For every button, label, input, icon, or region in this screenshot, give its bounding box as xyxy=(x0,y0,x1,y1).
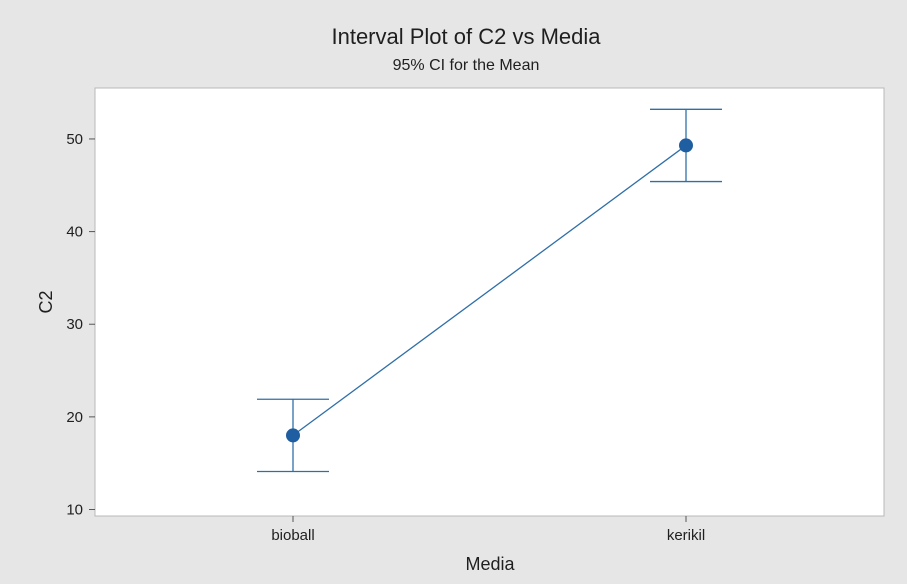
y-tick-label: 30 xyxy=(66,316,83,333)
chart-subtitle: 95% CI for the Mean xyxy=(393,57,540,74)
axes-layer: 10 20 30 40 50 bioball kerikil xyxy=(66,131,705,544)
y-tick-label: 40 xyxy=(66,224,83,241)
mean-point xyxy=(286,428,300,443)
x-tick-label: bioball xyxy=(271,527,314,544)
x-axis-label: Media xyxy=(465,554,515,574)
plot-area xyxy=(94,87,885,517)
mean-connect-line xyxy=(292,144,687,436)
mean-point xyxy=(679,138,693,153)
chart-title: Interval Plot of C2 vs Media xyxy=(331,24,601,49)
y-tick-label: 20 xyxy=(66,409,83,426)
y-tick-label: 10 xyxy=(66,502,83,519)
y-axis-label: C2 xyxy=(36,290,56,313)
y-tick-label: 50 xyxy=(66,131,83,148)
x-tick-label: kerikil xyxy=(667,527,705,544)
series-layer xyxy=(257,108,722,473)
